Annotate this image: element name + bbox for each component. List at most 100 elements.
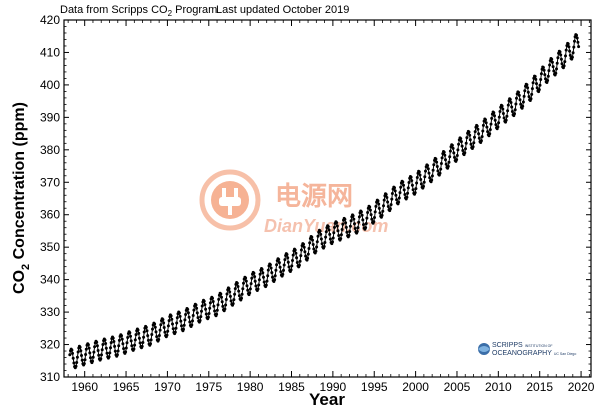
co2-point	[465, 136, 469, 140]
co2-point	[447, 160, 451, 164]
co2-point	[481, 129, 485, 133]
co2-point	[265, 279, 269, 283]
co2-point	[120, 334, 123, 338]
updated-note: Last updated October 2019	[216, 4, 349, 16]
co2-point	[89, 356, 92, 360]
co2-point	[150, 333, 154, 336]
co2-point	[407, 181, 411, 184]
co2-point	[260, 267, 264, 271]
co2-point	[488, 132, 492, 136]
co2-point	[402, 188, 406, 192]
co2-point	[336, 229, 340, 233]
co2-point	[142, 335, 146, 339]
co2-point	[287, 265, 291, 269]
co2-point	[96, 349, 100, 352]
co2-point	[506, 109, 510, 113]
co2-point	[353, 227, 357, 230]
co2-point	[377, 206, 381, 210]
co2-point	[190, 323, 194, 327]
co2-point	[481, 123, 485, 127]
co2-point	[175, 321, 179, 325]
co2-point	[298, 259, 302, 263]
co2-point	[155, 335, 159, 339]
co2-point	[450, 143, 454, 147]
co2-point	[397, 196, 401, 200]
co2-point	[382, 198, 386, 202]
co2-point	[423, 175, 427, 179]
co2-point	[323, 241, 327, 244]
co2-point	[71, 356, 75, 360]
co2-point	[266, 268, 270, 272]
co2-point	[133, 343, 137, 347]
co2-point	[188, 320, 192, 324]
co2-point	[183, 318, 187, 322]
co2-point	[390, 192, 394, 195]
co2-point	[365, 216, 369, 220]
x-axis: 1960 1965 1970 1975 1980 1985 1990 1995 2000 2005…	[67, 20, 595, 394]
co2-point	[240, 296, 243, 300]
co2-point	[505, 114, 509, 118]
co2-point	[535, 82, 538, 86]
co2-point	[269, 266, 273, 270]
co2-point	[95, 340, 99, 344]
co2-point	[225, 292, 229, 296]
co2-point	[208, 306, 212, 310]
co2-point	[490, 116, 494, 120]
co2-point	[422, 184, 425, 188]
co2-point	[213, 309, 217, 313]
co2-point	[248, 287, 252, 291]
co2-point	[240, 292, 244, 296]
co2-point	[341, 222, 345, 226]
co2-point	[551, 65, 555, 69]
co2-point	[128, 331, 132, 335]
co2-point	[291, 259, 294, 262]
co2-point	[386, 205, 390, 208]
co2-point	[237, 289, 241, 293]
co2-point	[125, 341, 129, 345]
co2-point	[513, 108, 517, 112]
co2-point	[249, 282, 253, 286]
co2-point	[175, 316, 179, 320]
co2-point	[576, 40, 580, 44]
co2-point	[380, 213, 384, 217]
co2-point	[348, 230, 352, 233]
co2-point	[174, 326, 178, 330]
co2-point	[297, 263, 301, 267]
co2-point	[232, 298, 236, 302]
co2-point	[448, 149, 452, 153]
co2-point	[220, 295, 223, 299]
co2-point	[525, 83, 529, 87]
co2-point	[211, 300, 215, 303]
co2-point	[362, 223, 365, 227]
co2-point	[415, 176, 419, 179]
co2-point	[187, 315, 191, 319]
co2-point	[302, 245, 306, 249]
co2-point	[413, 191, 417, 195]
co2-point	[112, 340, 116, 343]
co2-point	[340, 228, 344, 231]
co2-point	[510, 105, 514, 109]
co2-point	[480, 135, 484, 139]
co2-point	[427, 171, 431, 175]
co2-point	[146, 338, 150, 342]
co2-point	[282, 268, 285, 272]
co2-point	[191, 319, 194, 323]
co2-point	[376, 199, 380, 203]
co2-point	[279, 270, 283, 274]
co2-point	[558, 50, 562, 54]
co2-point	[108, 351, 112, 355]
co2-point	[76, 350, 80, 354]
co2-point	[294, 251, 298, 255]
co2-point	[468, 138, 472, 142]
co2-point	[497, 115, 501, 119]
co2-point	[529, 97, 533, 101]
co2-point	[566, 42, 570, 46]
co2-point	[508, 98, 512, 101]
co2-point	[87, 346, 91, 350]
co2-point	[477, 132, 481, 136]
co2-point	[133, 338, 137, 342]
co2-point	[533, 75, 537, 78]
co2-point	[390, 197, 394, 201]
co2-point	[489, 122, 493, 126]
co2-point	[333, 225, 336, 229]
